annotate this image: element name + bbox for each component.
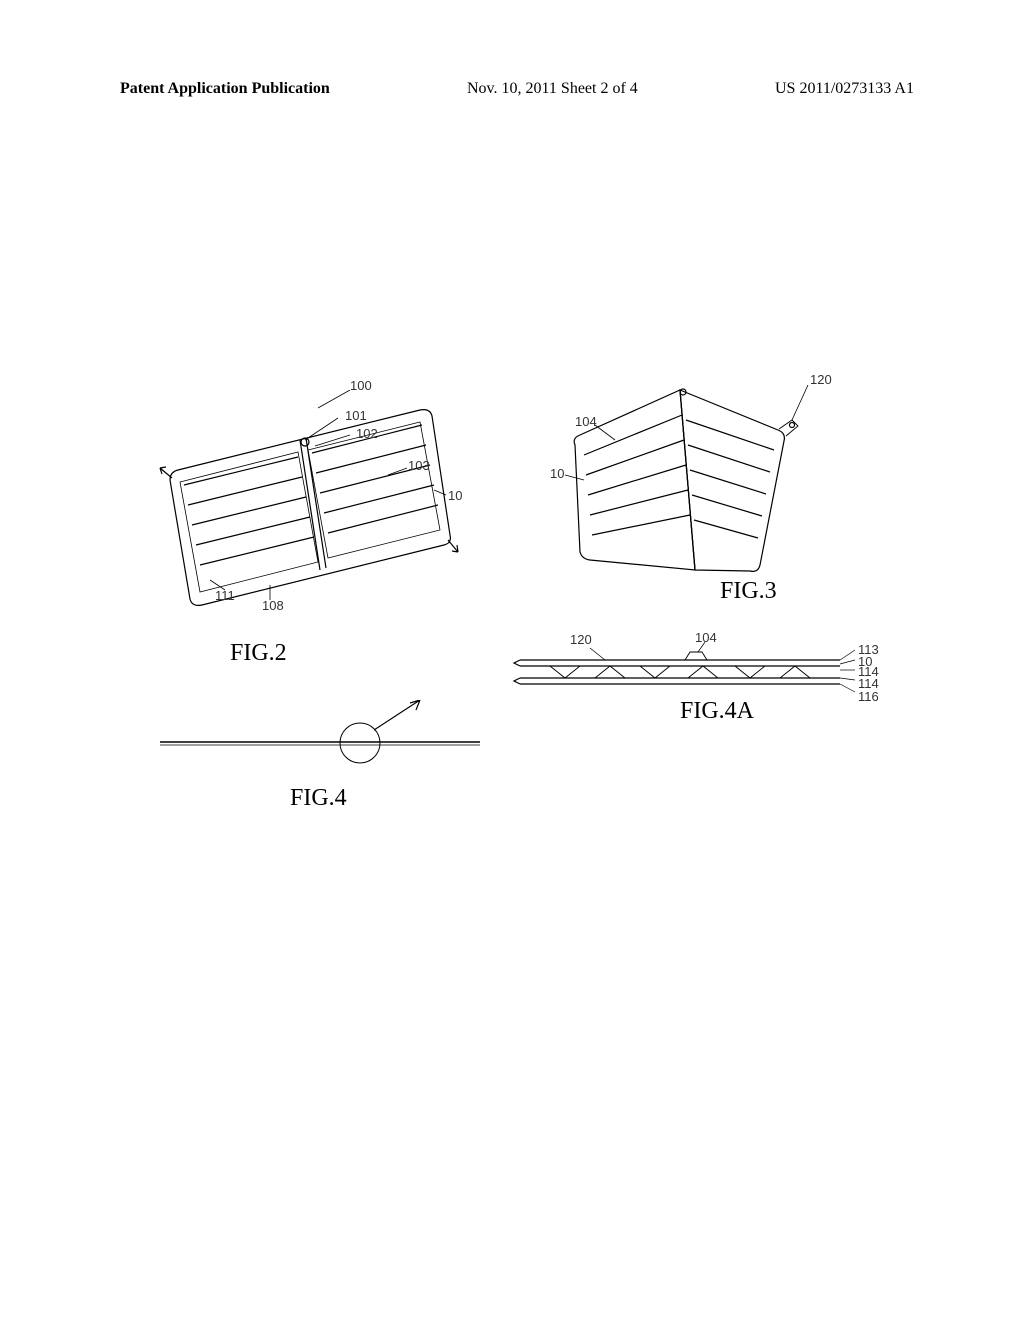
ref-101: 101 bbox=[345, 408, 367, 423]
ref-111: 111 bbox=[215, 588, 235, 603]
ref-104-fig3: 104 bbox=[575, 414, 597, 429]
header-pub-number: US 2011/0273133 A1 bbox=[775, 80, 914, 98]
ref-108: 108 bbox=[262, 598, 284, 613]
ref-100: 100 bbox=[350, 378, 372, 393]
fig3-drawing bbox=[520, 370, 820, 605]
ref-10-fig2: 10 bbox=[448, 488, 462, 503]
fig2-drawing bbox=[150, 390, 460, 625]
ref-10-fig3: 10 bbox=[550, 466, 564, 481]
ref-104-fig4a: 104 bbox=[695, 630, 717, 645]
ref-102: 102 bbox=[356, 426, 378, 441]
header-date-sheet: Nov. 10, 2011 Sheet 2 of 4 bbox=[467, 80, 638, 98]
ref-120-fig3: 120 bbox=[810, 372, 832, 387]
ref-103: 103 bbox=[408, 458, 430, 473]
fig3-label: FIG.3 bbox=[720, 578, 777, 605]
ref-116: 116 bbox=[858, 689, 879, 704]
ref-120-fig4a: 120 bbox=[570, 632, 592, 647]
fig4-label: FIG.4 bbox=[290, 785, 347, 812]
figure-area: 100 101 102 103 10 111 108 FIG.2 bbox=[150, 370, 870, 870]
fig2-label: FIG.2 bbox=[230, 640, 287, 667]
header-publication: Patent Application Publication bbox=[120, 80, 330, 98]
fig4-drawing bbox=[160, 700, 500, 795]
fig4a-label: FIG.4A bbox=[680, 698, 754, 725]
